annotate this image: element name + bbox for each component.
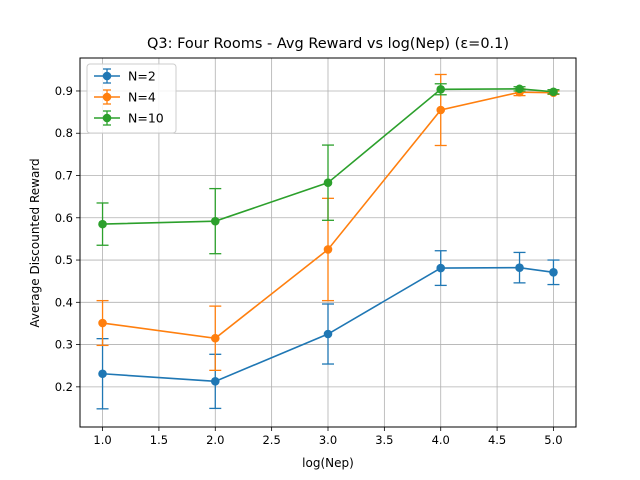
x-tick-label: 2.5 [262, 433, 280, 447]
legend-label: N=4 [128, 90, 156, 105]
series-line [102, 266, 554, 383]
y-tick-label: 0.6 [55, 211, 73, 225]
y-tick-label: 0.4 [55, 295, 73, 309]
x-tick-label: 1.0 [93, 433, 111, 447]
x-axis-label: log(Nep) [302, 456, 354, 470]
series-line [102, 88, 554, 225]
data-point [515, 84, 524, 94]
x-tick-label: 2.0 [206, 433, 224, 447]
x-tick-label: 3.0 [319, 433, 337, 447]
data-point [436, 105, 446, 115]
y-tick-label: 0.3 [55, 338, 73, 352]
legend-label: N=2 [128, 69, 156, 84]
data-point [98, 369, 107, 379]
y-tick-label: 0.9 [55, 84, 73, 98]
data-point [515, 263, 524, 272]
data-point [98, 219, 107, 229]
legend-marker [102, 71, 112, 81]
data-point [210, 216, 220, 226]
x-tick-label: 1.5 [150, 433, 168, 447]
data-point [436, 84, 446, 94]
data-point [549, 267, 558, 277]
chart-title: Q3: Four Rooms - Avg Reward vs log(Nep) … [147, 36, 509, 52]
data-point [323, 178, 333, 187]
y-tick-label: 0.7 [55, 169, 73, 183]
data-point [436, 263, 446, 273]
legend-marker [102, 92, 112, 102]
series-line [102, 91, 554, 340]
data-point [98, 318, 107, 328]
data-point [210, 333, 220, 343]
x-tick-label: 5.0 [544, 433, 562, 447]
x-tick-label: 4.5 [488, 433, 506, 447]
ticks-layer: 1.0 1.5 2.0 2.5 3.0 3.5 4.0 4.5 5.0 0.2 0.3 0.4 0.5 0… [55, 84, 563, 447]
data-point [323, 329, 333, 339]
series-layer [96, 73, 560, 410]
series-3 [96, 83, 560, 255]
legend-label: N=10 [128, 111, 164, 126]
data-point [549, 87, 558, 97]
data-point [210, 377, 220, 386]
legend-marker [102, 113, 112, 123]
y-tick-label: 0.8 [55, 126, 73, 140]
x-tick-label: 4.0 [432, 433, 450, 447]
y-tick-label: 0.5 [55, 253, 73, 267]
x-tick-label: 3.5 [375, 433, 393, 447]
legend: N=2 N=4 N=10 [86, 63, 177, 134]
data-point [323, 245, 333, 254]
y-axis-label: Average Discounted Reward [28, 158, 42, 327]
y-tick-label: 0.2 [55, 380, 73, 394]
